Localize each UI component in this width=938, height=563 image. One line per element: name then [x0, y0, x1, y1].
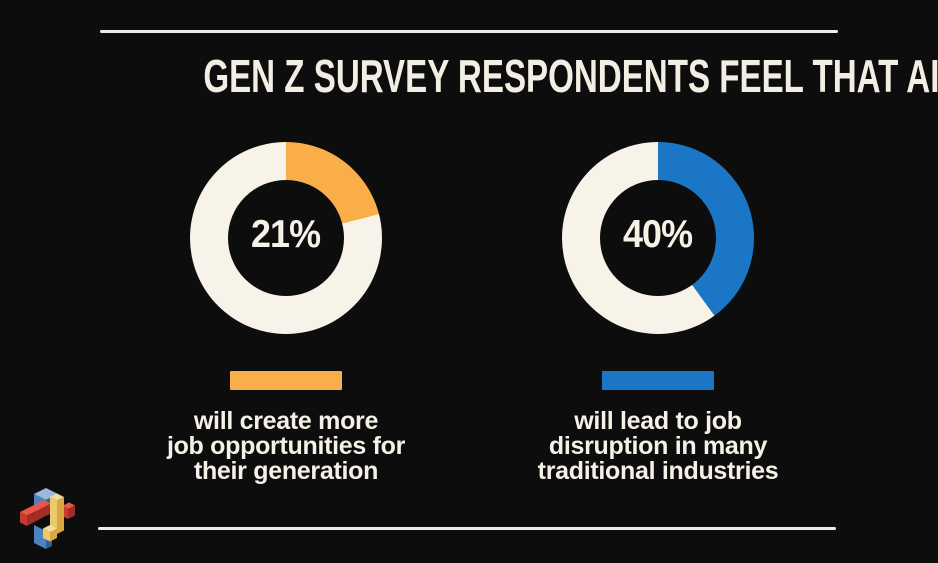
chart-caption: will lead to job disruption in many trad… [538, 409, 779, 484]
bottom-divider-line [98, 527, 836, 530]
legend-swatch-blue [602, 371, 714, 390]
chart-column-left: 21% will create more job opportunities f… [160, 142, 412, 484]
caption-line: their generation [193, 457, 379, 485]
isometric-blocks-logo-icon [20, 488, 75, 549]
donut-hole: 21% [228, 180, 344, 296]
page-title: GEN Z SURVEY RESPONDENTS FEEL THAT AI [203, 50, 938, 102]
donut-hole: 40% [600, 180, 716, 296]
caption-line: job opportunities for [166, 432, 406, 460]
donut-chart-opportunities: 21% [190, 142, 382, 334]
caption-line: traditional industries [537, 457, 779, 485]
caption-line: disruption in many [548, 432, 768, 460]
percent-label: 40% [623, 213, 693, 256]
caption-line: will create more [193, 407, 379, 435]
chart-caption: will create more job opportunities for t… [167, 409, 405, 484]
caption-line: will lead to job [574, 407, 742, 435]
legend-swatch-orange [230, 371, 342, 390]
top-divider-line [100, 30, 838, 33]
percent-label: 21% [251, 213, 321, 256]
chart-column-right: 40% will lead to job disruption in many … [532, 142, 784, 484]
donut-chart-disruption: 40% [562, 142, 754, 334]
